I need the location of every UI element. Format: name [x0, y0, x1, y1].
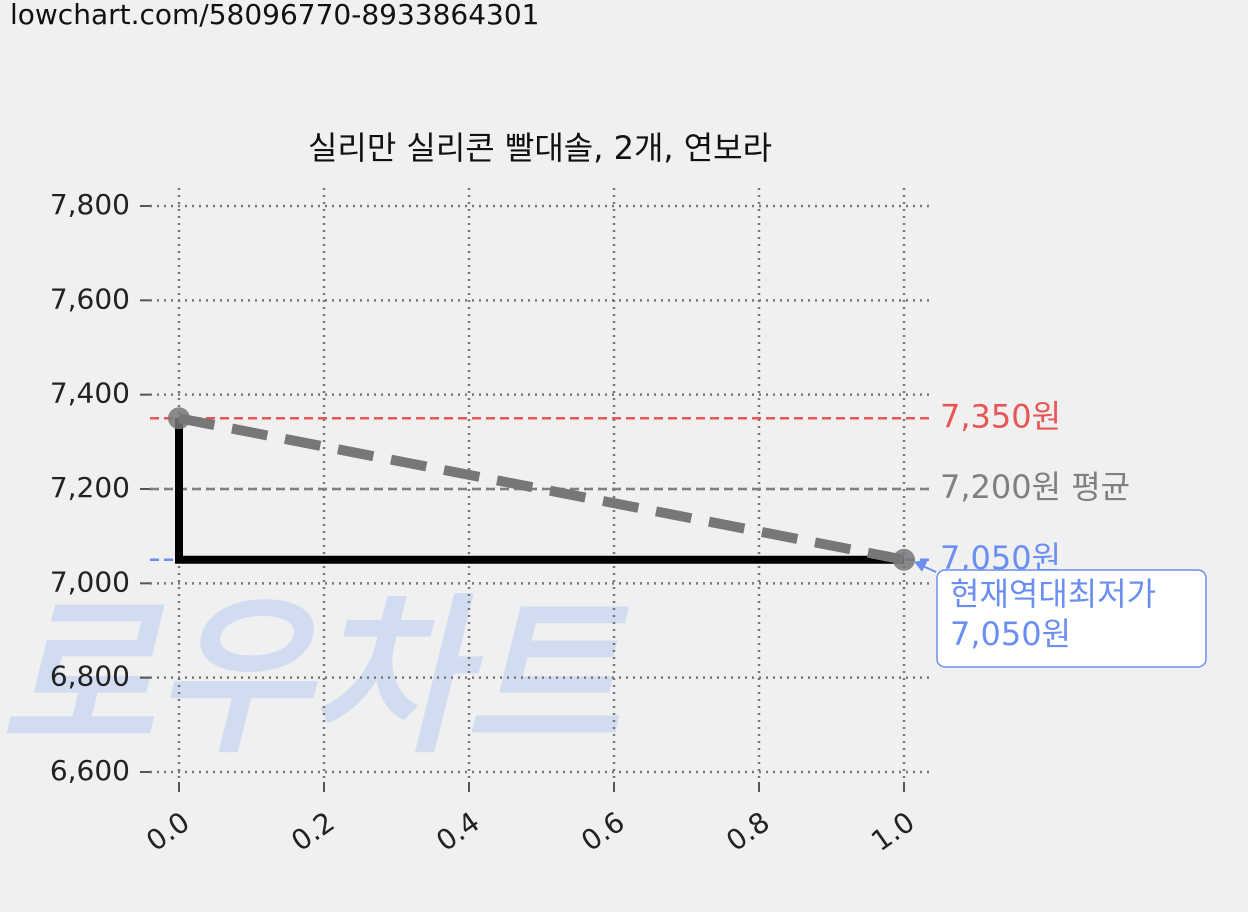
y-tick-label: 7,600 [50, 282, 130, 315]
x-tick-label: 0.4 [430, 805, 485, 858]
point [168, 407, 190, 430]
reference-label: 7,350원 [940, 397, 1061, 435]
annotation-text: 7,050원 [950, 615, 1071, 653]
x-tick-label: 0.6 [575, 805, 630, 858]
point [893, 548, 915, 571]
annotation-arrowhead [914, 559, 928, 572]
y-tick-label: 7,200 [50, 471, 130, 504]
y-tick-label: 6,800 [50, 660, 130, 693]
y-tick-label: 7,400 [50, 377, 130, 410]
line [175, 418, 904, 564]
x-tick-label: 0.8 [720, 805, 775, 858]
annotation-text: 현재역대최저가 [950, 575, 1156, 613]
chart-title: 실리만 실리콘 빨대솔, 2개, 연보라 [308, 129, 772, 167]
reference-label: 7,200원 평균 [940, 468, 1130, 506]
y-tick-label: 7,800 [50, 188, 130, 221]
y-tick-label: 6,600 [50, 754, 130, 787]
y-tick-label: 7,000 [50, 565, 130, 598]
url: lowchart.com/58096770-8933864301 [10, 0, 540, 31]
x-tick-label: 1.0 [865, 805, 920, 858]
annotation-box [936, 569, 1207, 668]
x-tick-label: 0.2 [285, 805, 340, 858]
line [178, 413, 905, 565]
x-tick-label: 0.0 [140, 805, 195, 858]
watermark: 로우차트 [0, 579, 630, 777]
